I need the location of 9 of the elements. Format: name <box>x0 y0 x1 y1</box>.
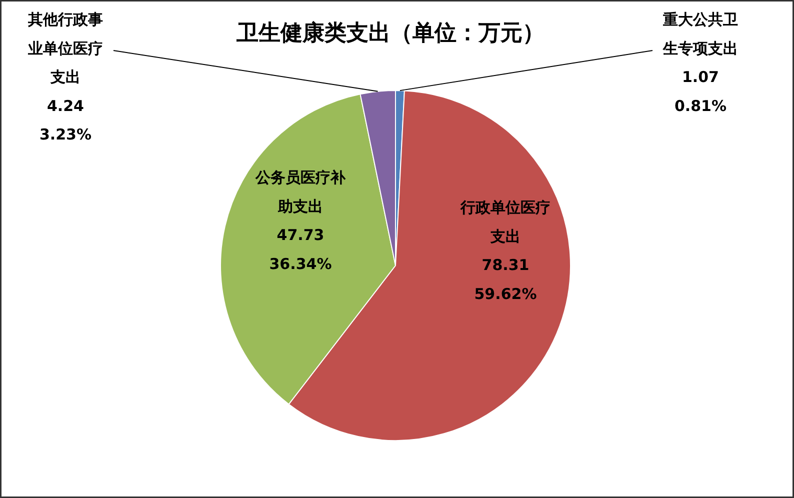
slice-label: 其他行政事业单位医疗支出 <box>27 10 103 86</box>
slice-label: 公务员医疗补助支出 <box>254 168 346 216</box>
slice-label: 重大公共卫生专项支出 <box>662 10 738 58</box>
chart-title: 卫生健康类支出（单位：万元） <box>236 20 544 46</box>
slice-label: 行政单位医疗支出 <box>460 198 550 246</box>
data-label: 1.07 0.81% <box>674 68 727 115</box>
data-label: 47.73 36.34% <box>269 226 332 273</box>
data-label: 78.31 59.62% <box>474 256 537 303</box>
data-label: 4.24 3.23% <box>39 96 92 144</box>
